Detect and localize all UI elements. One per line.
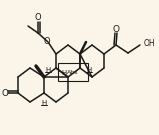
Bar <box>58 63 88 81</box>
Text: OH: OH <box>144 38 156 48</box>
Text: O: O <box>1 89 8 97</box>
Text: H: H <box>86 67 92 73</box>
Text: O: O <box>113 26 120 35</box>
Text: H: H <box>41 100 47 106</box>
Text: H: H <box>45 67 51 73</box>
Text: H: H <box>61 70 67 76</box>
Text: O: O <box>44 36 50 45</box>
Text: Abs: Abs <box>67 70 79 75</box>
Text: O: O <box>35 13 41 21</box>
